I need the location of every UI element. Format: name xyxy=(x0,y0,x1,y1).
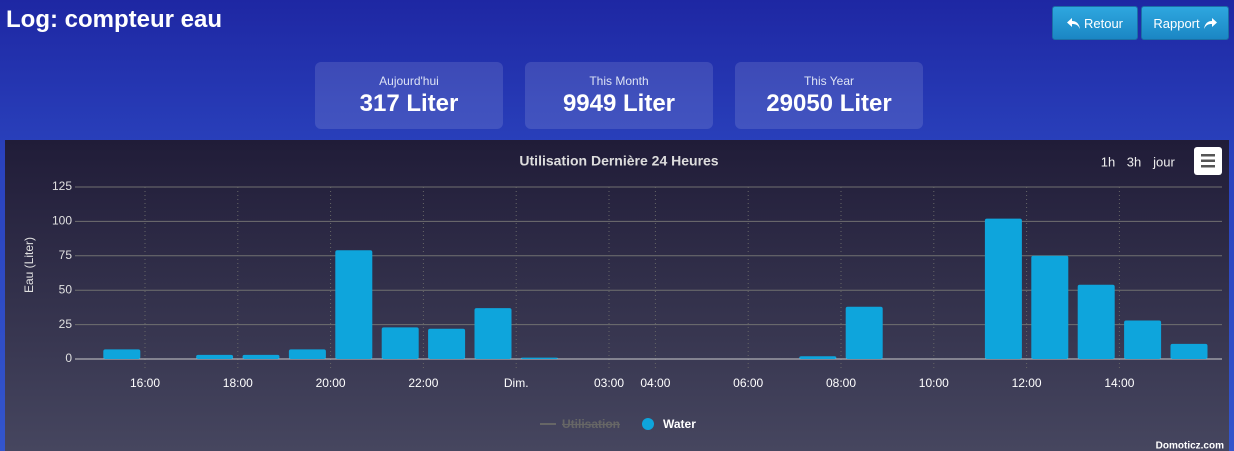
report-icon xyxy=(1203,17,1217,29)
bar xyxy=(242,354,280,359)
bar xyxy=(288,349,326,359)
stat-label: This Month xyxy=(589,74,649,88)
credits: Domoticz.com xyxy=(1156,441,1224,451)
y-tick-label: 100 xyxy=(52,214,72,228)
x-tick-label: 22:00 xyxy=(408,376,438,390)
x-tick-label: 18:00 xyxy=(223,376,253,390)
x-tick-label: 20:00 xyxy=(316,376,346,390)
x-tick-label: 03:00 xyxy=(594,376,624,390)
x-tick-label: 16:00 xyxy=(130,376,160,390)
y-tick-label: 50 xyxy=(59,282,73,296)
back-button[interactable]: Retour xyxy=(1052,6,1138,40)
bar xyxy=(984,218,1022,359)
x-tick-label: 08:00 xyxy=(826,376,856,390)
bar xyxy=(520,357,558,359)
x-tick-label: 10:00 xyxy=(919,376,949,390)
stat-label: Aujourd'hui xyxy=(379,74,439,88)
bar xyxy=(799,356,837,359)
bar xyxy=(428,328,466,359)
x-tick-label: Dim. xyxy=(504,376,529,390)
y-axis-label: Eau (Liter) xyxy=(22,237,36,293)
back-label: Retour xyxy=(1083,15,1124,31)
bar xyxy=(196,354,234,359)
y-tick-label: 0 xyxy=(65,351,72,365)
menu-button[interactable] xyxy=(1194,147,1222,175)
back-icon xyxy=(1066,17,1080,29)
bar xyxy=(1031,255,1069,359)
legend-item[interactable]: Utilisation xyxy=(562,417,620,431)
x-tick-label: 12:00 xyxy=(1012,376,1042,390)
chart-background xyxy=(5,140,1229,451)
y-tick-label: 125 xyxy=(52,179,72,193)
bar xyxy=(1077,284,1115,359)
chart-title: Utilisation Dernière 24 Heures xyxy=(519,153,718,169)
report-button[interactable]: Rapport xyxy=(1141,6,1229,40)
stat-value: 9949 Liter xyxy=(562,90,676,117)
zoom-button[interactable]: jour xyxy=(1152,154,1175,169)
bar xyxy=(1170,343,1208,359)
zoom-button[interactable]: 3h xyxy=(1127,154,1141,169)
bar xyxy=(474,308,512,359)
legend-item[interactable]: Water xyxy=(663,417,696,431)
bar xyxy=(845,306,883,359)
stat-value: 29050 Liter xyxy=(766,90,892,117)
bar xyxy=(1124,320,1162,359)
x-tick-label: 14:00 xyxy=(1104,376,1134,390)
stat-card: This Year 29050 Liter xyxy=(735,62,923,129)
y-tick-label: 75 xyxy=(59,248,73,262)
y-tick-label: 25 xyxy=(59,317,73,331)
report-label: Rapport xyxy=(1153,15,1200,31)
bar xyxy=(335,250,373,359)
x-tick-label: 06:00 xyxy=(733,376,763,390)
stat-value: 317 Liter xyxy=(359,90,459,117)
stat-label: This Year xyxy=(803,74,855,88)
stat-card: Aujourd'hui 317 Liter xyxy=(315,62,503,129)
zoom-button[interactable]: 1h xyxy=(1101,154,1115,169)
x-tick-label: 04:00 xyxy=(640,376,670,390)
bar xyxy=(103,349,141,359)
legend-symbol xyxy=(642,418,654,430)
chart: Utilisation Dernière 24 Heures 1h 3h jou… xyxy=(5,140,1229,451)
page-title: Log: compteur eau xyxy=(6,6,223,33)
stat-card: This Month 9949 Liter xyxy=(525,62,713,129)
bar xyxy=(381,327,419,359)
